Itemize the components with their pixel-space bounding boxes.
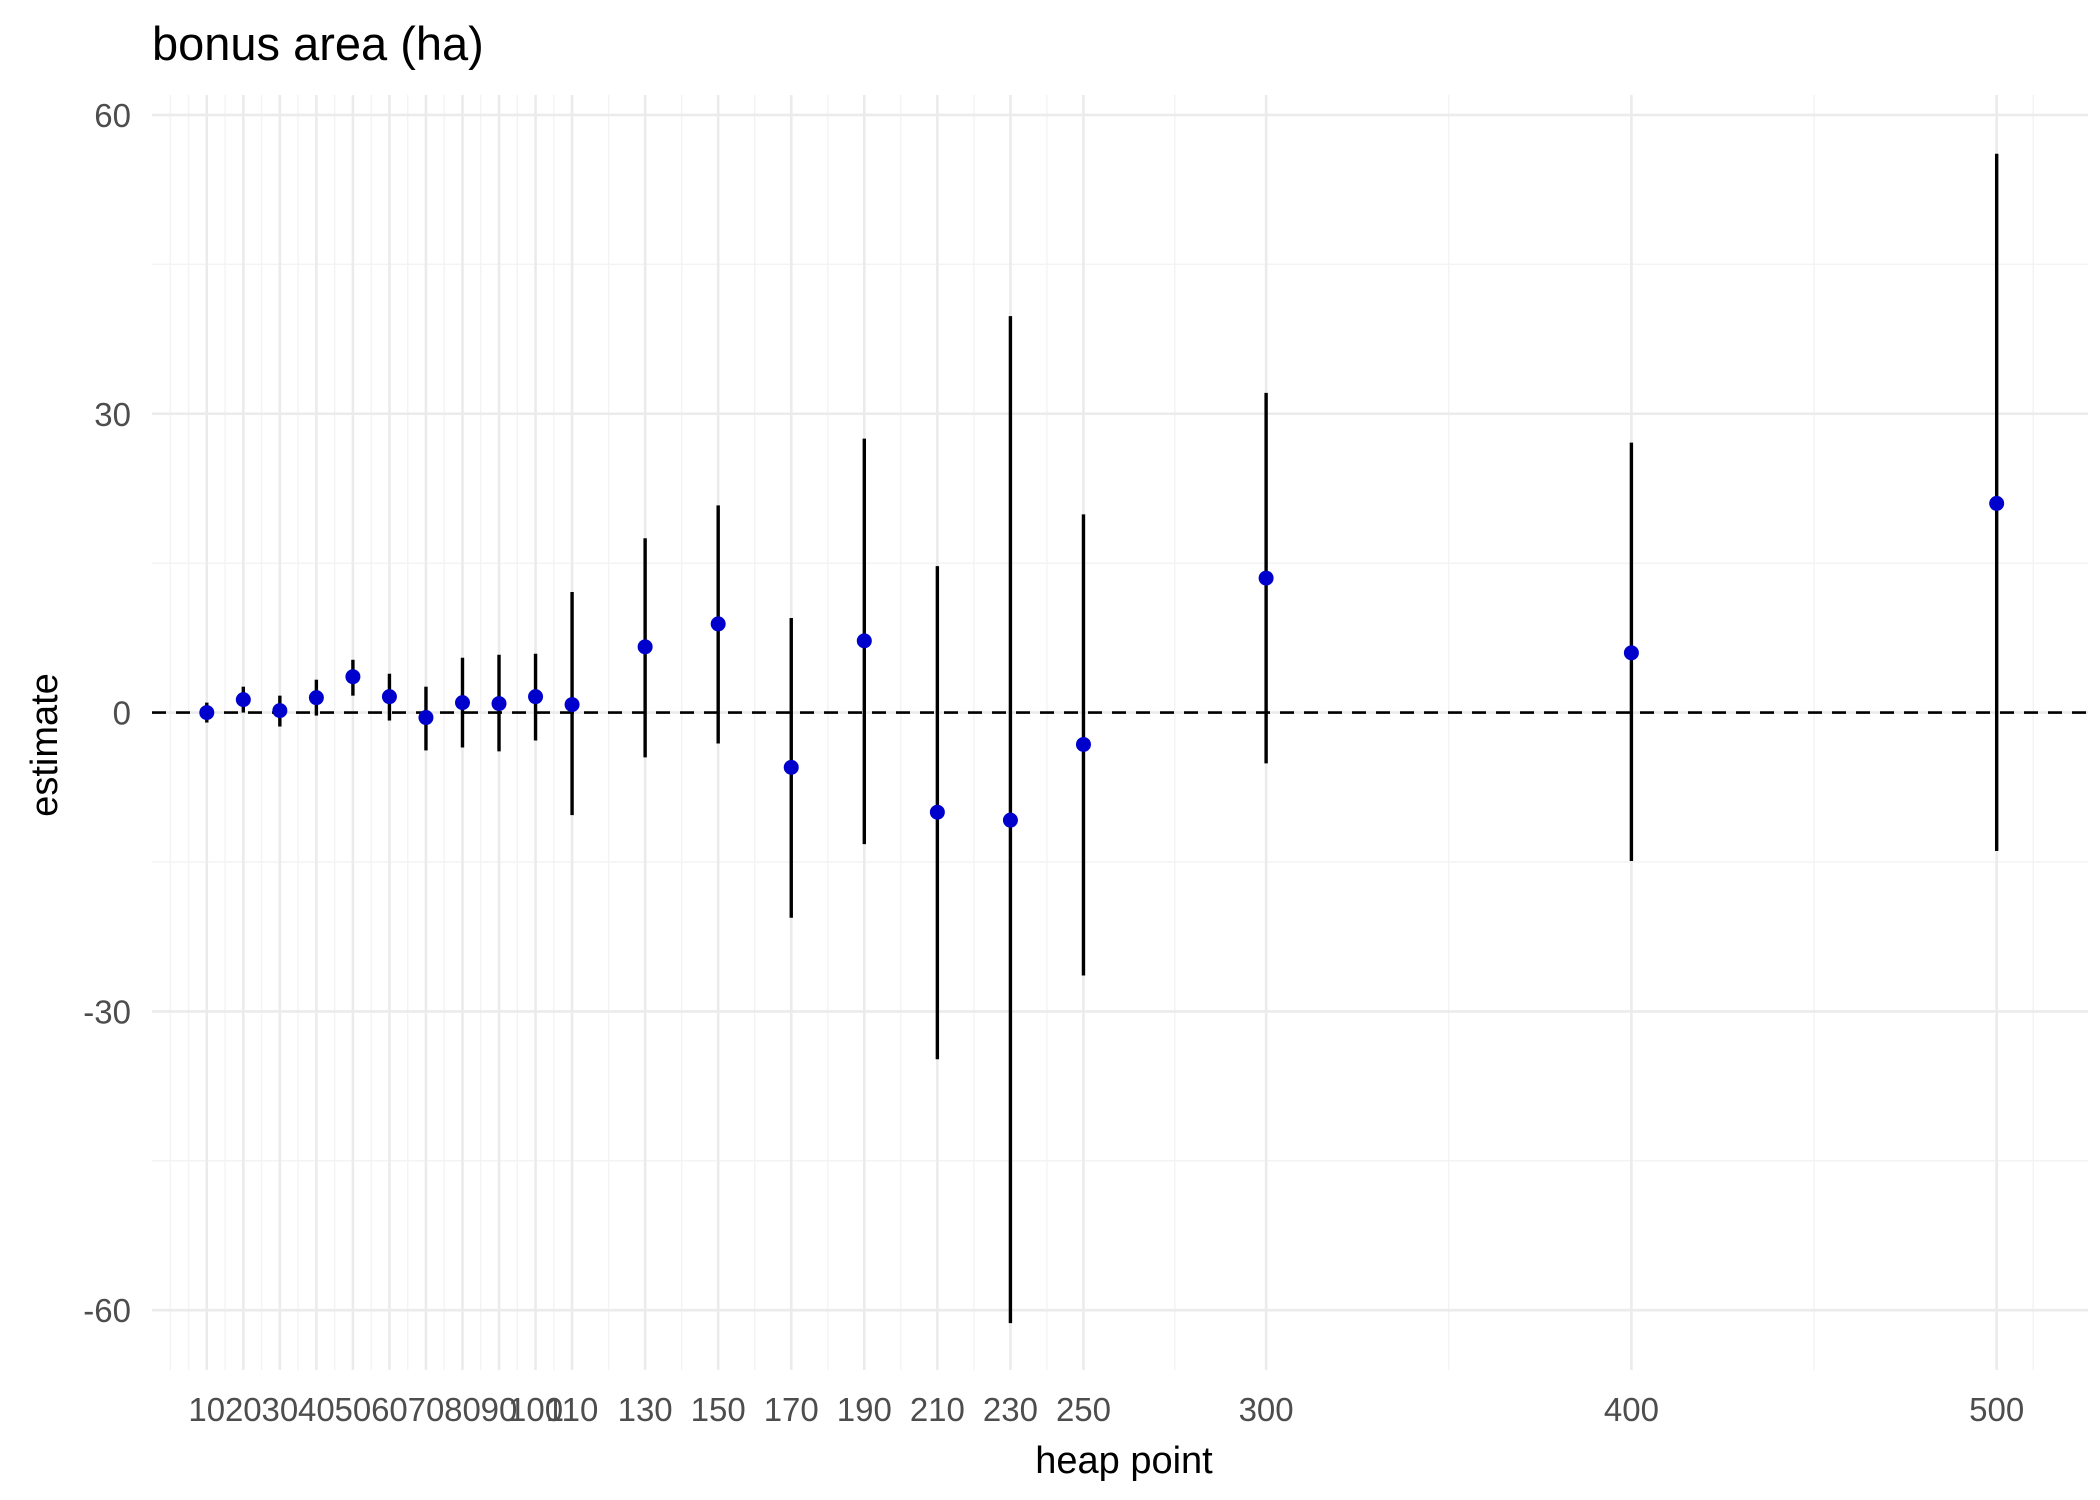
estimate-point — [929, 804, 945, 820]
estimate-point — [272, 703, 288, 719]
estimate-point — [856, 633, 872, 649]
estimate-point — [454, 695, 470, 711]
x-tick-label: 210 — [910, 1391, 965, 1428]
minor-gridlines — [152, 95, 2088, 1370]
estimate-point — [345, 669, 361, 685]
chart-title: bonus area (ha) — [152, 17, 484, 70]
estimate-point — [1002, 812, 1018, 828]
x-tick-label: 70 — [408, 1391, 445, 1428]
estimate-point — [1623, 645, 1639, 661]
estimate-point — [199, 705, 215, 721]
y-tick-labels: 60 30 0 -30 -60 — [83, 97, 131, 1329]
x-tick-label: 150 — [691, 1391, 746, 1428]
estimate-point — [235, 692, 251, 708]
estimate-point — [1075, 736, 1091, 752]
y-axis-title: estimate — [24, 673, 66, 817]
x-tick-label: 90 — [481, 1391, 518, 1428]
estimate-point — [418, 710, 434, 726]
estimate-point — [710, 616, 726, 632]
x-tick-label: 170 — [764, 1391, 819, 1428]
x-tick-label: 130 — [618, 1391, 673, 1428]
estimate-point — [308, 690, 324, 706]
y-tick-label: -60 — [83, 1292, 131, 1329]
y-tick-label: -30 — [83, 993, 131, 1030]
estimate-point — [564, 697, 580, 713]
x-tick-label: 30 — [261, 1391, 298, 1428]
estimate-point — [1258, 570, 1274, 586]
x-tick-label: 40 — [298, 1391, 335, 1428]
estimate-point — [491, 696, 507, 712]
x-tick-label: 20 — [225, 1391, 262, 1428]
y-tick-label: 30 — [94, 396, 131, 433]
estimate-point — [1989, 495, 2005, 511]
x-axis-title: heap point — [1035, 1440, 1213, 1482]
x-tick-label: 500 — [1969, 1391, 2024, 1428]
estimate-point — [381, 689, 397, 705]
y-tick-label: 60 — [94, 97, 131, 134]
x-tick-label: 100 — [508, 1391, 563, 1428]
estimate-points — [199, 495, 2005, 828]
estimate-point — [783, 759, 799, 775]
x-tick-label: 80 — [444, 1391, 481, 1428]
y-tick-label: 0 — [113, 695, 131, 732]
x-tick-label: 250 — [1056, 1391, 1111, 1428]
x-tick-label: 60 — [371, 1391, 408, 1428]
x-tick-label: 50 — [335, 1391, 372, 1428]
estimate-point — [637, 639, 653, 655]
x-tick-label: 110 — [546, 1391, 599, 1428]
x-tick-label: 400 — [1604, 1391, 1659, 1428]
x-tick-label: 190 — [837, 1391, 892, 1428]
x-tick-label: 230 — [983, 1391, 1038, 1428]
x-tick-label: 10 — [188, 1391, 225, 1428]
x-tick-label: 300 — [1239, 1391, 1294, 1428]
estimate-point — [528, 689, 544, 705]
